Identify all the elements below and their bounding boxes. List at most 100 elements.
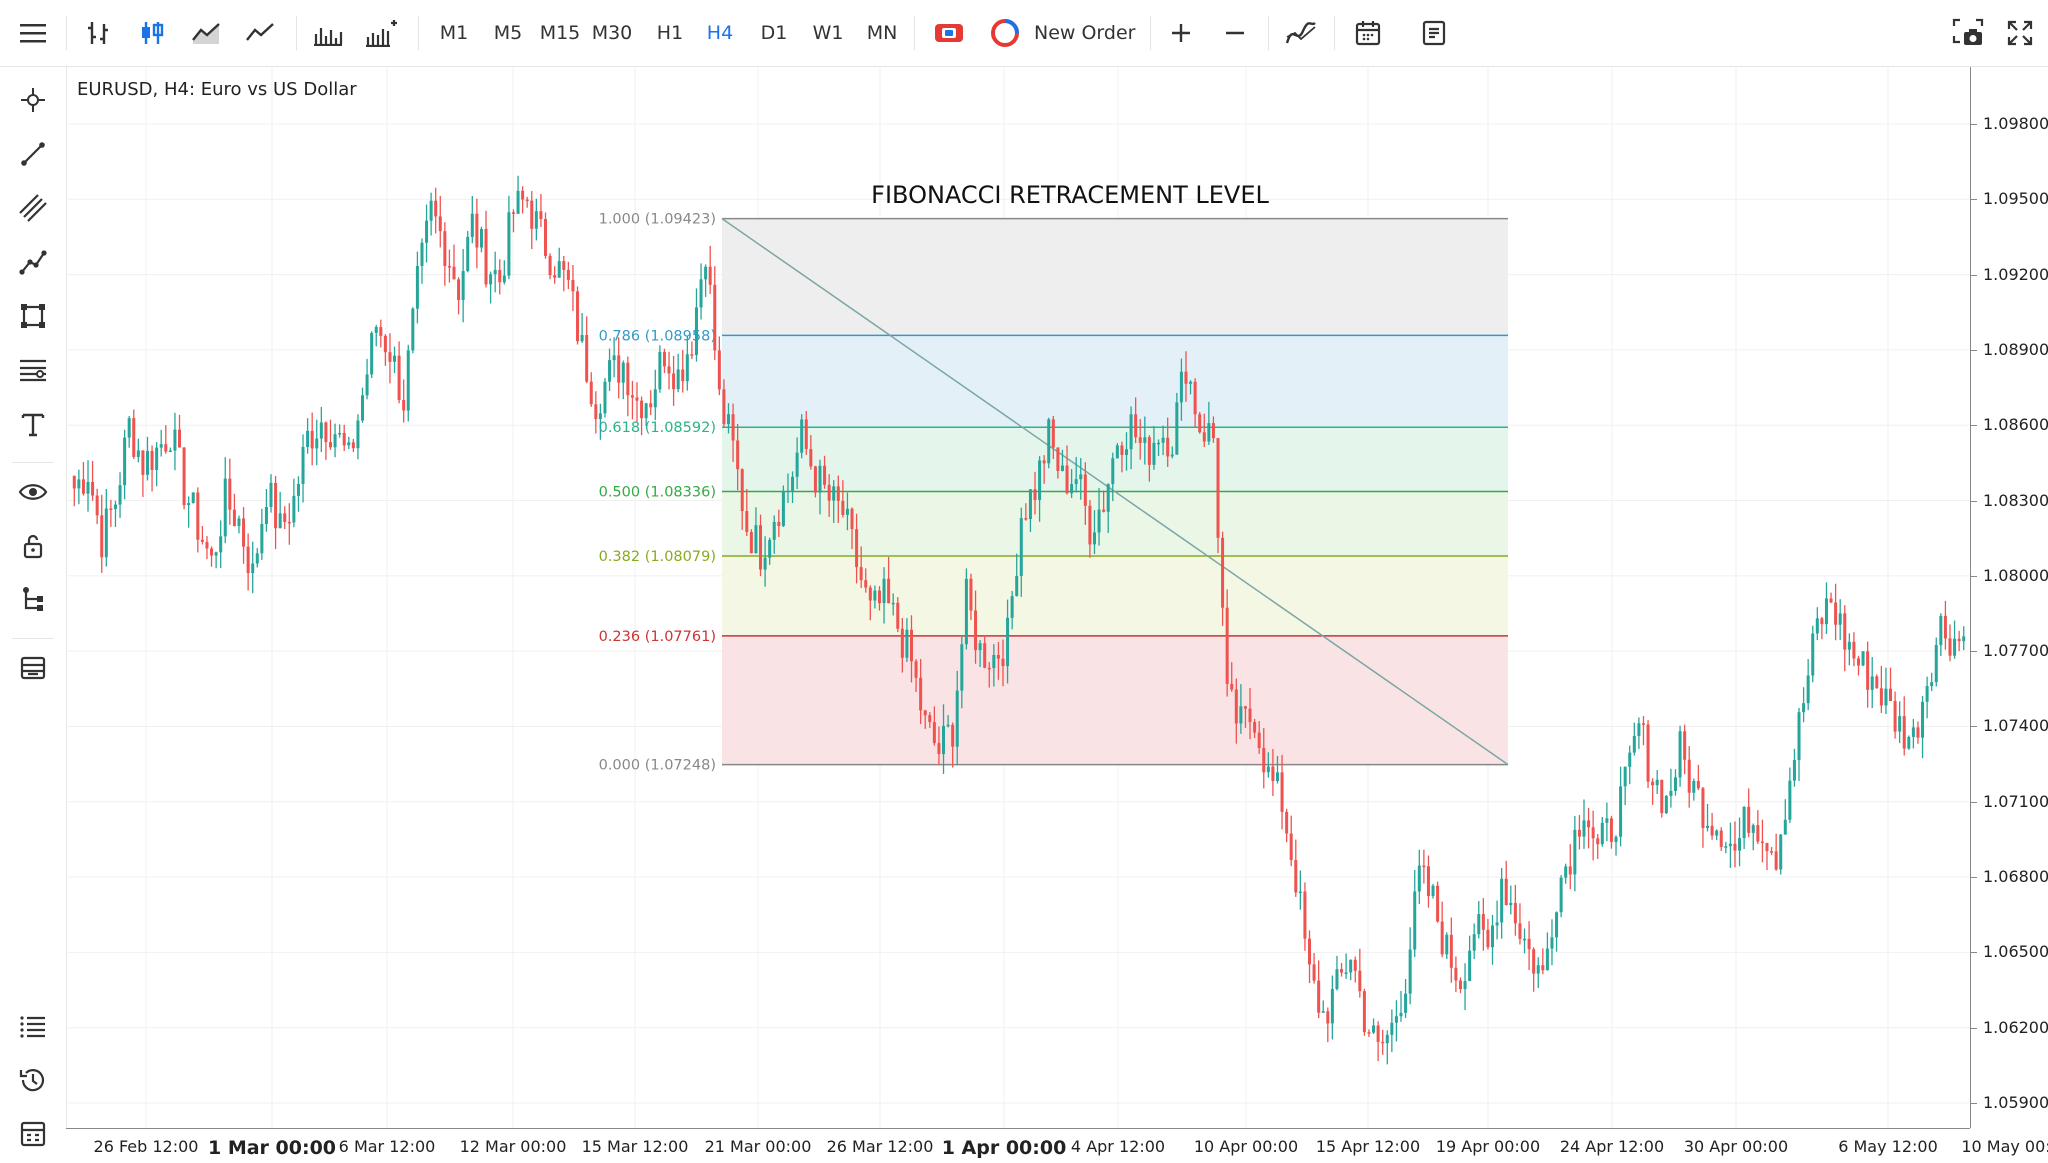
minus-icon[interactable]: [1218, 10, 1252, 56]
candle-body: [109, 508, 113, 511]
candle-body: [1097, 509, 1101, 533]
candle-body: [1632, 736, 1636, 753]
candle-body: [1088, 505, 1092, 545]
templates-icon[interactable]: [1416, 10, 1452, 56]
timeframe-h4[interactable]: H4: [706, 22, 734, 44]
candle-body: [1303, 891, 1307, 939]
indicators-bars-icon[interactable]: [362, 10, 402, 56]
candle-body: [1843, 613, 1847, 650]
eye-icon[interactable]: [13, 472, 53, 512]
candle-body: [264, 506, 268, 525]
candle-body: [1335, 969, 1339, 989]
candle-body: [731, 414, 735, 441]
bar-chart-icon[interactable]: [80, 10, 116, 56]
candle-body: [960, 644, 964, 691]
candle-body: [1189, 381, 1193, 384]
candle-body: [873, 590, 877, 601]
timeframe-mn[interactable]: MN: [866, 22, 898, 44]
candle-body: [841, 500, 845, 515]
candle-body: [475, 213, 479, 248]
candle-body: [763, 557, 767, 570]
candle-body: [159, 444, 163, 448]
candle-body: [91, 481, 95, 496]
line-chart-icon[interactable]: [242, 10, 278, 56]
timeframe-d1[interactable]: D1: [760, 22, 788, 44]
timeframe-m30[interactable]: M30: [591, 22, 633, 44]
price-axis[interactable]: 1.09800 1.09500 1.09200 1.08900 1.08600 1.083…: [1970, 67, 2048, 1128]
text-icon[interactable]: [13, 404, 53, 444]
candle-body: [1458, 980, 1462, 990]
parallel-channel-icon[interactable]: [13, 188, 53, 228]
candle-body: [1555, 912, 1559, 938]
price-tick-mark: [1971, 952, 1977, 954]
candle-body: [429, 200, 433, 221]
candle-body: [1824, 598, 1828, 625]
candle-body: [1939, 615, 1943, 646]
candle-body: [1765, 842, 1769, 852]
candle-body: [438, 216, 442, 232]
timeframe-h1[interactable]: H1: [656, 22, 684, 44]
shapes-icon[interactable]: [13, 296, 53, 336]
time-axis[interactable]: 26 Feb 12:00 1 Mar 00:00 6 Mar 12:00 12 Mar…: [66, 1128, 2048, 1163]
candle-body: [1619, 786, 1623, 837]
timeframe-w1[interactable]: W1: [812, 22, 844, 44]
time-tick-label: 21 Mar 00:00: [704, 1137, 812, 1156]
plus-icon[interactable]: [1164, 10, 1198, 56]
candle-body: [370, 332, 374, 375]
object-tree-icon[interactable]: [13, 580, 53, 620]
candle-body: [566, 269, 570, 280]
candlestick-chart-icon[interactable]: [134, 10, 170, 56]
calendar-icon[interactable]: [1350, 10, 1386, 56]
candle-body: [937, 743, 941, 755]
candle-body: [1070, 484, 1074, 494]
candle-body: [1157, 442, 1161, 445]
history-icon[interactable]: [13, 1060, 53, 1100]
candle-body: [1143, 437, 1147, 443]
candle-body: [1596, 838, 1600, 845]
candle-body: [1225, 607, 1229, 684]
candle-body: [1463, 981, 1467, 990]
fib-level-label: 0.618 (1.08592): [599, 420, 716, 436]
candle-body: [1834, 602, 1838, 625]
candle-body: [1911, 727, 1915, 737]
volume-bars-icon[interactable]: [310, 10, 346, 56]
candle-body: [1372, 1025, 1376, 1033]
candle-body: [1696, 781, 1700, 789]
candle-body: [1724, 846, 1728, 848]
list-icon[interactable]: [13, 1006, 53, 1046]
crosshair-icon[interactable]: [13, 80, 53, 120]
area-chart-icon[interactable]: [188, 10, 224, 56]
fullscreen-icon[interactable]: [2002, 10, 2038, 56]
layers-icon[interactable]: [13, 648, 53, 688]
candle-body: [1367, 1032, 1371, 1034]
journal-icon[interactable]: [13, 1114, 53, 1154]
lock-icon[interactable]: [13, 526, 53, 566]
candle-body: [1221, 537, 1225, 608]
candle-body: [100, 515, 104, 558]
one-click-trading-icon[interactable]: [928, 10, 970, 56]
candle-body: [1431, 885, 1435, 897]
timeframe-m15[interactable]: M15: [539, 22, 581, 44]
trend-line-icon[interactable]: [13, 134, 53, 174]
indicators-icon[interactable]: [1282, 10, 1320, 56]
candle-body: [1710, 825, 1714, 836]
candle-body: [1362, 991, 1366, 1033]
timeframe-m5[interactable]: M5: [493, 22, 523, 44]
hamburger-menu-icon[interactable]: [12, 10, 54, 56]
fib-trend-line[interactable]: [721, 218, 1509, 766]
candle-body: [845, 508, 849, 515]
candle-body: [1605, 818, 1609, 823]
candle-body: [534, 211, 538, 229]
candle-body: [466, 236, 470, 272]
timeframe-m1[interactable]: M1: [439, 22, 469, 44]
candle-body: [1312, 964, 1316, 981]
fibonacci-icon[interactable]: [13, 350, 53, 390]
price-tick-label: 1.06200: [1983, 1017, 2048, 1037]
candle-body: [1408, 949, 1412, 994]
polyline-icon[interactable]: [13, 242, 53, 282]
new-order-button[interactable]: New Order: [990, 10, 1160, 56]
screenshot-icon[interactable]: [1948, 10, 1988, 56]
candle-body: [1175, 402, 1179, 455]
candle-body: [1417, 865, 1421, 892]
